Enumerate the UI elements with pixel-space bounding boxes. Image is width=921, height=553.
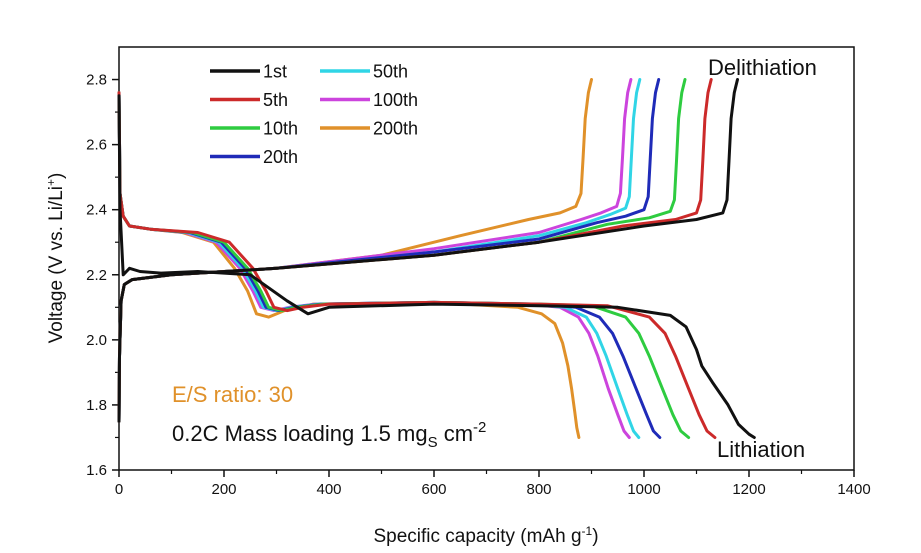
- y-tick-label: 2.8: [86, 72, 107, 89]
- y-tick-label: 1.8: [86, 397, 107, 414]
- x-axis: 0 200 400 600 800 1000 1200 1400: [115, 470, 871, 498]
- x-tick-label: 600: [421, 481, 446, 498]
- mass-loading-unit: cm: [438, 421, 473, 446]
- series-curves: [117, 78, 756, 439]
- x-tick-label: 200: [211, 481, 236, 498]
- y-tick-label: 2.4: [86, 202, 107, 219]
- x-tick-label: 400: [316, 481, 341, 498]
- legend-label-1st: 1st: [263, 62, 287, 82]
- lithiation-label: Lithiation: [717, 437, 805, 462]
- x-axis-title: Specific capacity (mAh g-1): [373, 524, 598, 547]
- curve-charge-1st: [117, 78, 739, 423]
- curve-discharge-5th: [117, 91, 717, 439]
- y-tick-label: 2.0: [86, 332, 107, 349]
- curve-charge-200th: [117, 78, 593, 423]
- y-tick-label: 2.6: [86, 137, 107, 154]
- y-axis: 1.6 1.8 2.0 2.2 2.4 2.6 2.8: [86, 72, 119, 479]
- x-tick-label: 0: [115, 481, 123, 498]
- legend-label-100th: 100th: [373, 90, 418, 110]
- legend-label-20th: 20th: [263, 147, 298, 167]
- mass-loading-label: 0.2C Mass loading 1.5 mgS cm-2: [172, 419, 486, 451]
- legend-label-50th: 50th: [373, 62, 408, 82]
- curve-discharge-1st: [117, 94, 756, 439]
- legend-label-200th: 200th: [373, 119, 418, 139]
- x-tick-label: 1000: [627, 481, 660, 498]
- legend-label-5th: 5th: [263, 90, 288, 110]
- delithiation-label: Delithiation: [708, 55, 817, 80]
- legend-label-10th: 10th: [263, 119, 298, 139]
- y-axis-title: Voltage (V vs. Li/Li+): [44, 173, 67, 344]
- legend: 1st 5th 10th 20th 50th 100th 200th: [210, 62, 418, 167]
- mass-loading-superscript: -2: [473, 419, 486, 436]
- mass-loading-subscript: S: [428, 434, 438, 451]
- x-tick-label: 1400: [837, 481, 870, 498]
- x-tick-label: 800: [526, 481, 551, 498]
- es-ratio-label: E/S ratio: 30: [172, 382, 293, 407]
- y-tick-label: 2.2: [86, 267, 107, 284]
- y-tick-label: 1.6: [86, 462, 107, 479]
- mass-loading-text: 0.2C Mass loading 1.5 mg: [172, 421, 428, 446]
- x-tick-label: 1200: [732, 481, 765, 498]
